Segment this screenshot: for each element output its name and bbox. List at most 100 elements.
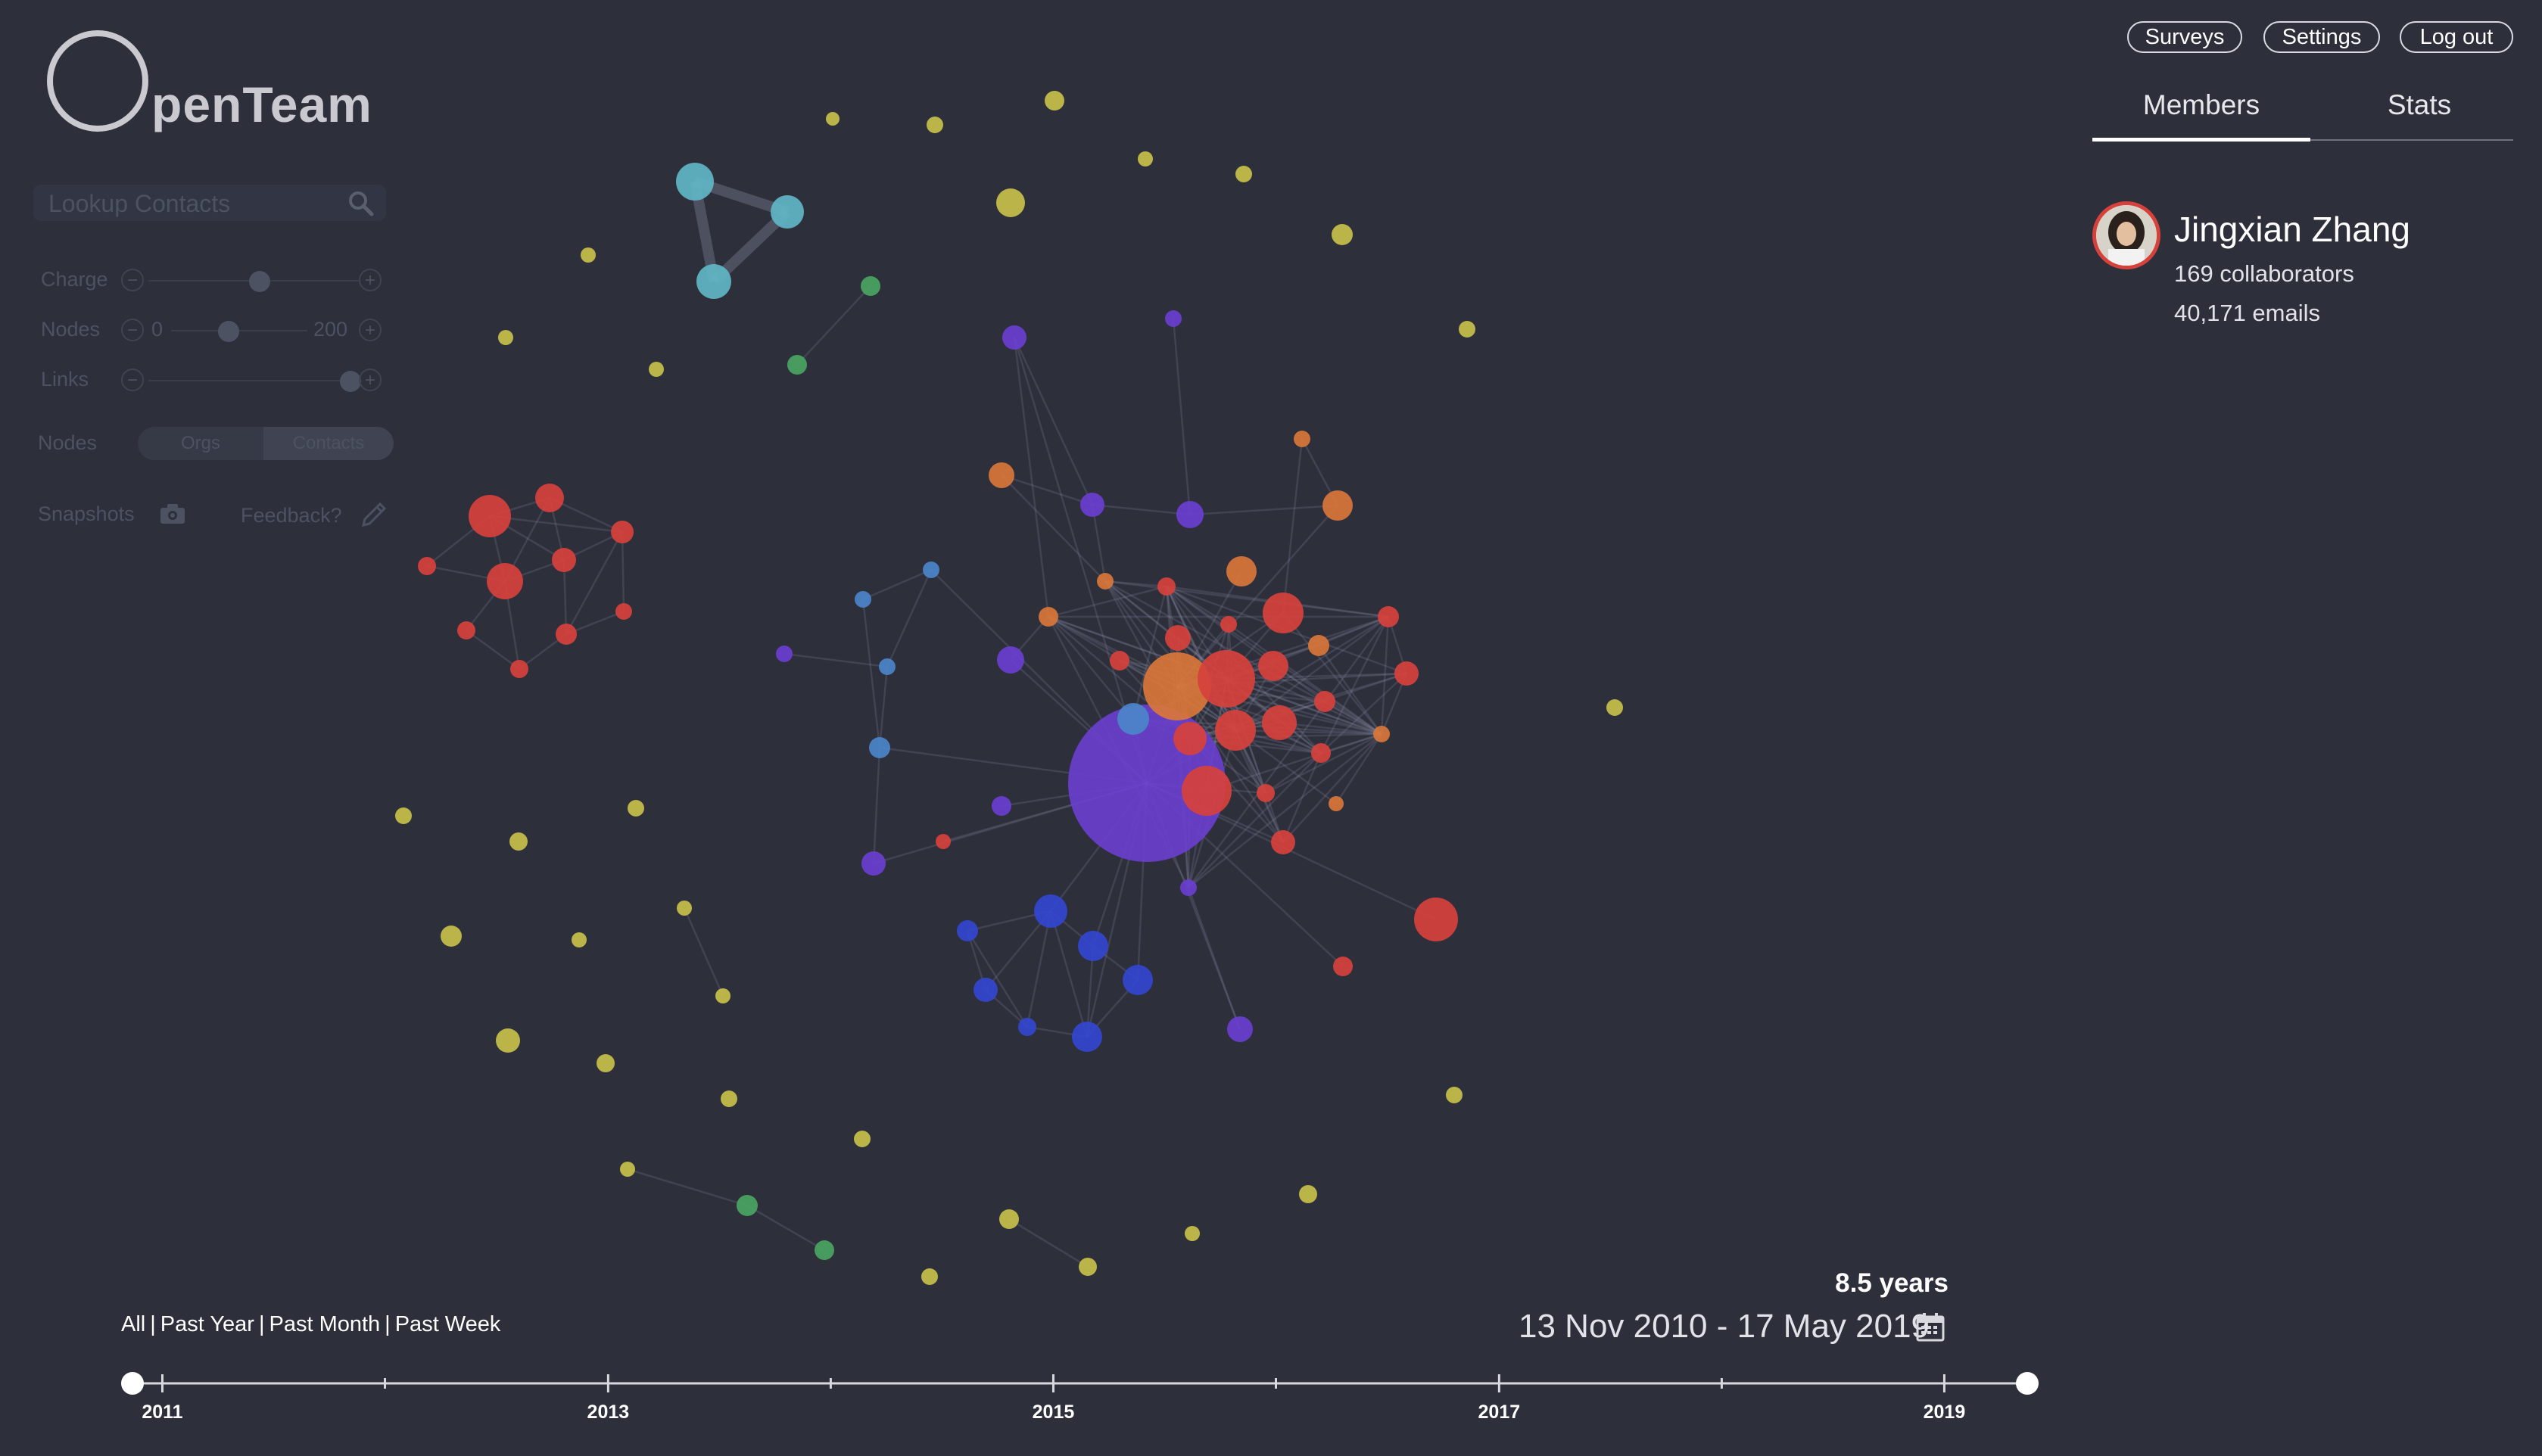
graph-node[interactable] [1110, 651, 1129, 670]
graph-node[interactable] [1262, 705, 1297, 740]
graph-node[interactable] [787, 355, 807, 375]
graph-node[interactable] [776, 646, 793, 662]
graph-node[interactable] [992, 796, 1011, 816]
charge-slider[interactable] [148, 262, 359, 300]
graph-node[interactable] [737, 1195, 758, 1216]
graph-node[interactable] [854, 1131, 871, 1147]
graph-node[interactable] [1378, 606, 1399, 627]
graph-node[interactable] [1227, 1016, 1253, 1042]
graph-node[interactable] [1220, 616, 1237, 633]
graph-node[interactable] [861, 276, 880, 296]
graph-node[interactable] [861, 851, 886, 876]
graph-node[interactable] [927, 117, 943, 133]
graph-node[interactable] [498, 330, 513, 345]
graph-node[interactable] [611, 521, 634, 543]
graph-node[interactable] [1080, 493, 1104, 517]
graph-node[interactable] [1226, 556, 1257, 586]
graph-node[interactable] [921, 1268, 938, 1285]
graph-node[interactable] [510, 660, 528, 678]
graph-node[interactable] [535, 484, 564, 512]
graph-node[interactable] [1165, 625, 1191, 651]
graph-node[interactable] [771, 195, 804, 229]
graph-node[interactable] [581, 247, 596, 263]
graph-node[interactable] [1039, 607, 1058, 627]
search-input[interactable] [33, 185, 353, 222]
timeline-slider[interactable]: 2011 2013 2015 2017 2019 [0, 1355, 2542, 1445]
pencil-icon[interactable] [359, 499, 389, 530]
tab-stats[interactable]: Stats [2387, 89, 2452, 120]
graph-node[interactable] [1414, 898, 1458, 941]
graph-node[interactable] [1329, 796, 1344, 811]
tab-members[interactable]: Members [2142, 89, 2260, 120]
graph-node[interactable] [1002, 325, 1026, 350]
search-icon[interactable] [347, 189, 375, 218]
surveys-button[interactable]: Surveys [2127, 21, 2242, 53]
graph-node[interactable] [1235, 166, 1252, 182]
nodes-slider-knob[interactable] [218, 321, 239, 342]
graph-node[interactable] [1138, 151, 1153, 166]
graph-node[interactable] [1097, 573, 1114, 590]
timeline-end-handle[interactable] [2016, 1372, 2039, 1395]
graph-node[interactable] [1459, 321, 1475, 338]
graph-node[interactable] [1294, 431, 1310, 447]
camera-icon[interactable] [159, 502, 186, 525]
graph-node[interactable] [1117, 703, 1149, 735]
charge-plus-button[interactable]: + [359, 269, 382, 291]
range-past-month-link[interactable]: Past Month [269, 1312, 381, 1336]
graph-node[interactable] [1079, 1258, 1097, 1276]
graph-node[interactable] [1078, 931, 1108, 961]
logout-button[interactable]: Log out [2400, 21, 2513, 53]
graph-node[interactable] [1314, 691, 1335, 712]
graph-node[interactable] [826, 112, 840, 126]
graph-node[interactable] [1045, 91, 1064, 110]
graph-node[interactable] [1176, 501, 1204, 528]
graph-node[interactable] [552, 548, 576, 572]
graph-node[interactable] [1034, 894, 1067, 928]
graph-node[interactable] [1263, 593, 1304, 633]
graph-node[interactable] [1157, 577, 1176, 596]
graph-node[interactable] [997, 646, 1024, 674]
graph-node[interactable] [457, 621, 475, 639]
graph-node[interactable] [1271, 830, 1295, 854]
range-past-year-link[interactable]: Past Year [160, 1312, 254, 1336]
nodes-slider[interactable] [171, 312, 307, 350]
graph-node[interactable] [973, 978, 998, 1002]
nodes-plus-button[interactable]: + [359, 319, 382, 341]
graph-node[interactable] [989, 462, 1014, 488]
graph-node[interactable] [418, 557, 436, 575]
timeline-start-handle[interactable] [121, 1372, 144, 1395]
graph-node[interactable] [1257, 784, 1275, 802]
graph-node[interactable] [1215, 710, 1256, 751]
range-all-link[interactable]: All [121, 1312, 146, 1336]
settings-button[interactable]: Settings [2263, 21, 2380, 53]
links-minus-button[interactable]: − [121, 369, 144, 391]
graph-node[interactable] [855, 591, 871, 608]
range-past-week-link[interactable]: Past Week [394, 1312, 501, 1336]
graph-node[interactable] [1299, 1185, 1317, 1203]
graph-node[interactable] [1198, 650, 1255, 708]
graph-node[interactable] [572, 932, 587, 947]
feedback-link[interactable]: Feedback? [241, 504, 342, 527]
graph-node[interactable] [676, 163, 714, 201]
graph-node[interactable] [1333, 957, 1353, 976]
links-slider[interactable] [148, 362, 361, 400]
graph-node[interactable] [1322, 490, 1353, 521]
graph-node[interactable] [1606, 699, 1623, 716]
graph-node[interactable] [395, 807, 412, 824]
graph-node[interactable] [469, 495, 511, 537]
graph-node[interactable] [615, 603, 632, 620]
graph-node[interactable] [509, 832, 528, 851]
graph-node[interactable] [487, 563, 523, 599]
graph-node[interactable] [441, 926, 462, 947]
graph-node[interactable] [1394, 661, 1419, 686]
nodes-minus-button[interactable]: − [121, 319, 144, 341]
graph-node[interactable] [815, 1240, 834, 1260]
graph-node[interactable] [879, 658, 896, 675]
graph-node[interactable] [1185, 1226, 1200, 1241]
graph-node[interactable] [936, 834, 951, 849]
graph-node[interactable] [721, 1090, 737, 1107]
graph-node[interactable] [1180, 879, 1197, 896]
graph-node[interactable] [556, 624, 577, 645]
graph-node[interactable] [496, 1028, 520, 1053]
